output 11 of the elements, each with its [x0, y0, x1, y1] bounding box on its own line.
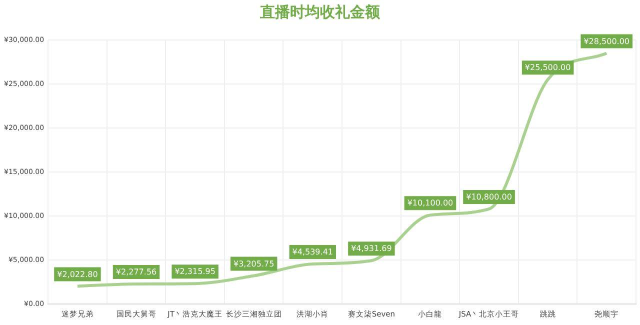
chart-title: 直播时均收礼金额 — [259, 3, 381, 23]
data-label: ¥4,539.41 — [292, 248, 334, 257]
data-label: ¥28,500.00 — [584, 36, 630, 46]
data-label: ¥2,277.56 — [116, 268, 157, 277]
data-label: ¥10,800.00 — [466, 192, 512, 202]
data-label: ¥2,315.95 — [174, 267, 216, 276]
data-label: ¥10,100.00 — [407, 198, 454, 208]
data-label: ¥25,500.00 — [524, 63, 571, 72]
data-label: ¥4,931.69 — [351, 244, 392, 254]
data-label: ¥3,205.75 — [233, 259, 274, 268]
data-label: ¥2,022.80 — [57, 270, 98, 279]
